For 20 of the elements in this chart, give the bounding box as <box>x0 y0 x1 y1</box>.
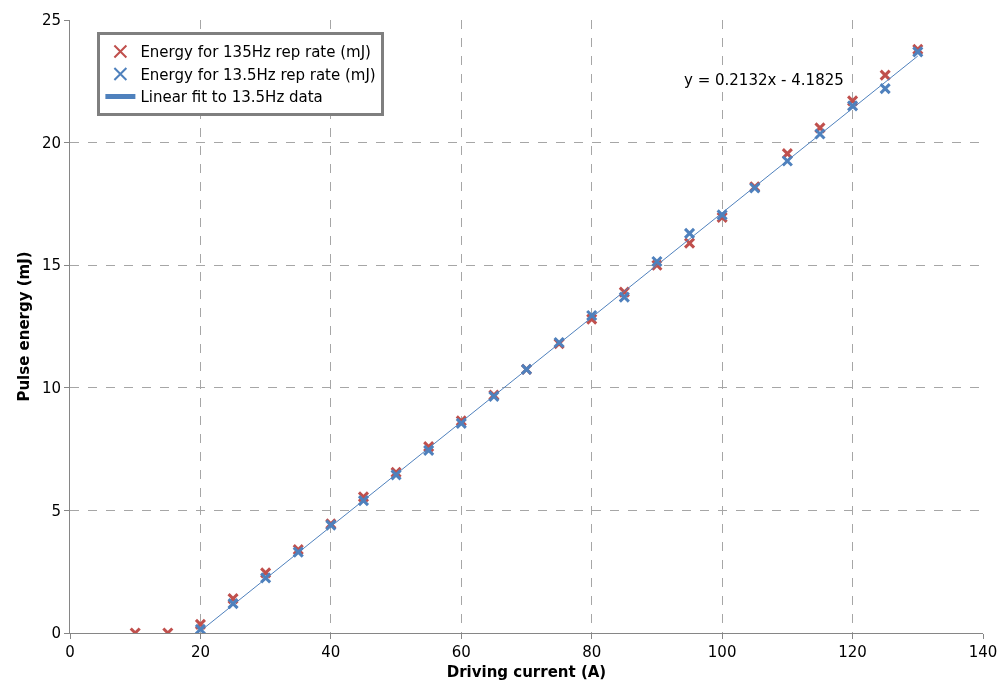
y-tick-label: 10 <box>41 379 61 398</box>
x-axis-title: Driving current (A) <box>446 663 607 681</box>
y-tick-label: 0 <box>51 624 61 643</box>
x-tick-label: 100 <box>707 643 737 661</box>
x-tick-label: 40 <box>321 643 341 661</box>
y-tick-label: 5 <box>51 501 61 520</box>
y-tick-label: 25 <box>41 11 61 30</box>
y-axis-title: Pulse energy (mJ) <box>15 251 34 402</box>
legend-label: Energy for 135Hz rep rate (mJ) <box>140 43 371 62</box>
x-tick-label: 20 <box>190 643 210 661</box>
x-tick-label: 140 <box>968 643 998 661</box>
x-tick-label: 80 <box>582 643 602 661</box>
legend-label: Linear fit to 13.5Hz data <box>140 88 323 107</box>
x-tick-label: 0 <box>65 643 75 661</box>
x-tick-label: 60 <box>451 643 471 661</box>
y-tick-label: 15 <box>41 256 61 275</box>
y-tick-label: 20 <box>41 133 61 152</box>
legend-label: Energy for 13.5Hz rep rate (mJ) <box>140 65 376 84</box>
x-tick-label: 120 <box>838 643 867 661</box>
annotation: y = 0.2132x - 4.1825 <box>684 71 844 89</box>
